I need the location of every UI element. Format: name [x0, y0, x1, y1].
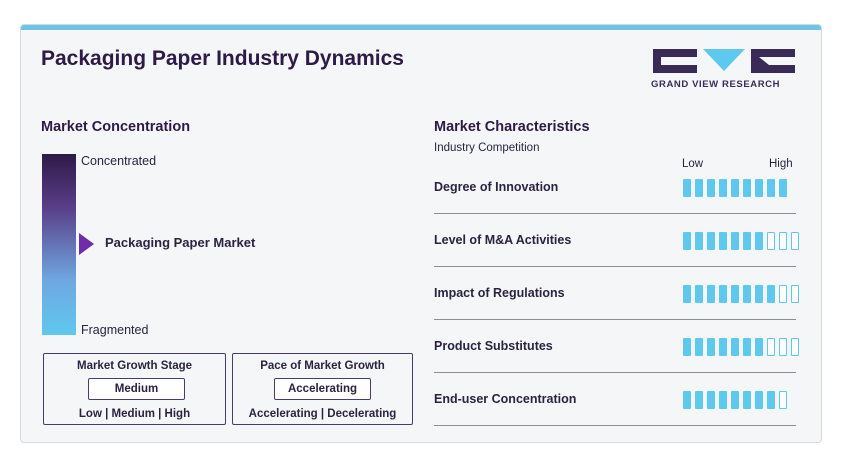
market-characteristics-heading: Market Characteristics	[434, 119, 590, 135]
rating-bar-filled	[695, 285, 703, 303]
industry-competition-subheading: Industry Competition	[434, 142, 540, 154]
rating-bar-filled	[695, 338, 703, 356]
rating-bar-empty	[779, 338, 787, 356]
rating-bar-filled	[707, 338, 715, 356]
rating-bar-filled	[743, 285, 751, 303]
rating-bars	[683, 391, 787, 409]
rating-bar-filled	[767, 285, 775, 303]
rating-bar-filled	[719, 285, 727, 303]
characteristic-row: Level of M&A Activities	[434, 214, 799, 267]
characteristic-row: Impact of Regulations	[434, 267, 799, 320]
characteristic-label: Impact of Regulations	[434, 286, 565, 300]
rating-bar-filled	[755, 179, 763, 197]
rating-bar-filled	[767, 391, 775, 409]
rating-bars	[683, 232, 799, 250]
rating-bar-filled	[755, 391, 763, 409]
rating-bar-empty	[779, 232, 787, 250]
rating-bar-empty	[779, 285, 787, 303]
rating-bar-filled	[719, 232, 727, 250]
rating-bar-filled	[743, 391, 751, 409]
growth-pace-value: Accelerating	[274, 378, 371, 400]
rating-bar-filled	[683, 338, 691, 356]
rating-bar-filled	[719, 338, 727, 356]
concentrated-label: Concentrated	[81, 154, 157, 168]
rating-bar-filled	[779, 179, 787, 197]
rating-bar-empty	[779, 391, 787, 409]
logo-wordmark: GRAND VIEW RESEARCH	[651, 79, 781, 90]
growth-stage-title: Market Growth Stage	[76, 360, 193, 372]
rating-bar-empty	[791, 338, 799, 356]
growth-stage-box: Market Growth Stage Medium Low | Medium …	[43, 353, 226, 425]
scale-high-label: High	[769, 158, 793, 170]
market-position-marker-icon	[79, 233, 94, 255]
scale-low-label: Low	[682, 158, 704, 170]
rating-bar-filled	[683, 232, 691, 250]
characteristic-label: Level of M&A Activities	[434, 233, 572, 247]
rating-bar-filled	[683, 391, 691, 409]
rating-bars	[683, 338, 799, 356]
rating-bar-filled	[731, 232, 739, 250]
rating-bar-filled	[695, 232, 703, 250]
rating-bar-empty	[767, 232, 775, 250]
characteristic-row: Degree of Innovation	[434, 161, 796, 214]
rating-bar-filled	[755, 232, 763, 250]
rating-bar-filled	[719, 179, 727, 197]
grand-view-research-logo: GRAND VIEW RESEARCH	[651, 49, 801, 93]
rating-bar-filled	[743, 179, 751, 197]
rating-bar-filled	[755, 338, 763, 356]
rating-bar-filled	[707, 179, 715, 197]
rating-bars	[683, 285, 799, 303]
growth-stage-range: Low | Medium | High	[78, 408, 191, 420]
rating-bar-filled	[743, 338, 751, 356]
growth-pace-box: Pace of Market Growth Accelerating Accel…	[232, 353, 413, 425]
rating-bar-filled	[731, 285, 739, 303]
dynamics-card: Packaging Paper Industry Dynamics GRAND …	[20, 24, 822, 443]
growth-stage-value: Medium	[88, 378, 185, 400]
rating-bar-filled	[683, 285, 691, 303]
gvr-logo-icon	[653, 49, 795, 73]
rating-bar-filled	[755, 285, 763, 303]
card-top-accent	[21, 25, 821, 30]
rating-bar-filled	[695, 391, 703, 409]
rating-bar-filled	[743, 232, 751, 250]
rating-bar-filled	[719, 391, 727, 409]
fragmented-label: Fragmented	[81, 323, 149, 337]
characteristic-label: End-user Concentration	[434, 392, 577, 406]
rating-bar-filled	[683, 179, 691, 197]
characteristic-label: Degree of Innovation	[434, 180, 559, 194]
rating-bar-empty	[791, 232, 799, 250]
rating-bar-filled	[707, 232, 715, 250]
rating-bars	[683, 179, 787, 197]
growth-pace-title: Pace of Market Growth	[260, 360, 385, 372]
rating-bar-filled	[767, 179, 775, 197]
rating-bar-filled	[695, 179, 703, 197]
page-title: Packaging Paper Industry Dynamics	[41, 47, 404, 70]
concentration-gradient-bar	[42, 154, 76, 335]
rating-bar-filled	[731, 179, 739, 197]
rating-bar-filled	[731, 338, 739, 356]
characteristic-row: End-user Concentration	[434, 373, 796, 426]
growth-pace-range: Accelerating | Decelerating	[248, 408, 397, 420]
rating-bar-empty	[791, 285, 799, 303]
rating-bar-empty	[767, 338, 775, 356]
market-position-label: Packaging Paper Market	[105, 235, 256, 250]
characteristic-row: Product Substitutes	[434, 320, 799, 373]
market-concentration-heading: Market Concentration	[41, 119, 191, 135]
characteristic-label: Product Substitutes	[434, 339, 553, 353]
rating-bar-filled	[707, 285, 715, 303]
rating-bar-filled	[731, 391, 739, 409]
rating-bar-filled	[707, 391, 715, 409]
